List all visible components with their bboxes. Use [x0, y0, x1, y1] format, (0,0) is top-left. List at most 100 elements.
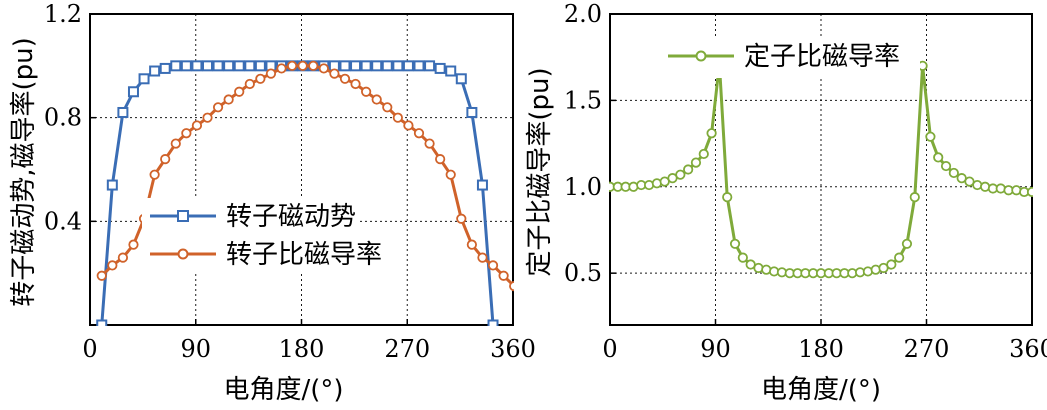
data-point	[254, 60, 266, 72]
legend-swatch-marker	[695, 50, 707, 62]
data-point	[234, 86, 245, 97]
data-point	[706, 128, 717, 139]
data-point	[170, 60, 182, 72]
data-point	[159, 62, 171, 74]
x-tick-label: 0	[602, 335, 617, 363]
x-tick-label: 270	[904, 335, 950, 363]
data-point	[212, 102, 224, 113]
data-point	[329, 68, 340, 79]
legend-label: 定子比磁导率	[744, 42, 900, 72]
data-point	[498, 270, 509, 281]
x-tick-label: 90	[180, 335, 211, 363]
data-point	[96, 270, 107, 281]
data-point	[223, 60, 235, 72]
chart-stator: 0 90 180 270 360 0.5 1.0 1.5 2.0 电角度/(°) 定子比磁导率(pu…	[525, 0, 1047, 405]
data-point	[925, 131, 936, 142]
y-tick-label: 0.8	[44, 104, 82, 132]
data-point	[477, 252, 488, 263]
data-point	[413, 128, 425, 139]
data-point	[413, 60, 425, 72]
data-point	[117, 252, 129, 263]
data-point	[276, 63, 287, 74]
x-axis-label: 电角度/(°)	[223, 375, 343, 405]
data-point	[509, 281, 514, 292]
legend-swatch-marker	[177, 248, 189, 260]
data-point	[434, 62, 446, 74]
data-point	[244, 78, 255, 90]
data-point	[233, 60, 245, 72]
data-point	[127, 86, 139, 98]
data-point	[683, 164, 694, 175]
y-axis-label: 定子比磁导率(pu)	[525, 67, 555, 276]
data-point	[402, 60, 414, 72]
y-tick-label: 0.5	[564, 259, 602, 287]
data-point	[737, 252, 748, 263]
data-point	[202, 112, 213, 123]
data-point	[698, 148, 709, 160]
data-point	[690, 157, 702, 168]
y-tick-label: 1.0	[564, 173, 602, 201]
data-point	[435, 154, 446, 165]
data-point	[128, 239, 139, 250]
y-tick-label: 1.2	[44, 0, 82, 28]
data-point	[487, 319, 499, 326]
series-line	[100, 64, 514, 288]
data-point	[392, 112, 403, 123]
data-point	[286, 60, 298, 71]
data-point	[350, 78, 361, 90]
series-0-0	[96, 60, 499, 326]
data-point	[456, 213, 467, 224]
data-point	[455, 73, 467, 85]
data-point	[445, 65, 457, 77]
data-point	[360, 60, 372, 72]
data-point	[403, 120, 414, 131]
data-point	[675, 169, 686, 180]
data-point	[181, 128, 192, 139]
data-point	[244, 60, 256, 72]
data-point	[212, 60, 224, 72]
x-tick-label: 180	[798, 335, 844, 363]
data-point	[191, 60, 203, 72]
data-point	[466, 239, 477, 250]
x-tick-label: 0	[82, 335, 97, 363]
y-tick-label: 1.5	[564, 86, 602, 114]
legend-label: 转子比磁导率	[226, 240, 382, 270]
data-point	[392, 60, 404, 72]
data-point	[948, 167, 959, 179]
y-axis-label: 转子磁动势,磁导率(pu)	[9, 37, 39, 307]
data-point	[106, 179, 118, 191]
x-tick-label: 180	[279, 335, 325, 363]
data-point	[308, 60, 319, 71]
data-point	[901, 238, 913, 249]
data-point	[339, 60, 351, 72]
x-tick-label: 270	[384, 335, 430, 363]
data-point	[424, 138, 435, 149]
data-point	[886, 259, 897, 270]
data-point	[202, 60, 213, 72]
legend: 定子比磁导率	[660, 38, 920, 78]
data-point	[382, 102, 393, 113]
data-point	[149, 169, 160, 180]
data-point	[96, 319, 108, 326]
legend-label: 转子磁动势	[226, 202, 356, 232]
data-point	[149, 65, 161, 77]
data-point	[223, 94, 234, 105]
data-point	[361, 86, 372, 97]
data-point	[297, 60, 308, 71]
x-tick-label: 360	[1009, 335, 1047, 363]
data-point	[381, 60, 393, 72]
data-point	[107, 260, 118, 271]
x-tick-label: 90	[700, 335, 731, 363]
data-point	[424, 60, 436, 72]
data-point	[487, 260, 499, 271]
data-point	[940, 160, 952, 172]
data-point	[191, 120, 203, 131]
data-point	[933, 152, 944, 163]
data-point	[371, 94, 382, 105]
data-point	[318, 63, 329, 74]
data-point	[255, 73, 266, 84]
series-1-0	[609, 59, 1033, 279]
legend-swatch-marker	[177, 210, 189, 222]
